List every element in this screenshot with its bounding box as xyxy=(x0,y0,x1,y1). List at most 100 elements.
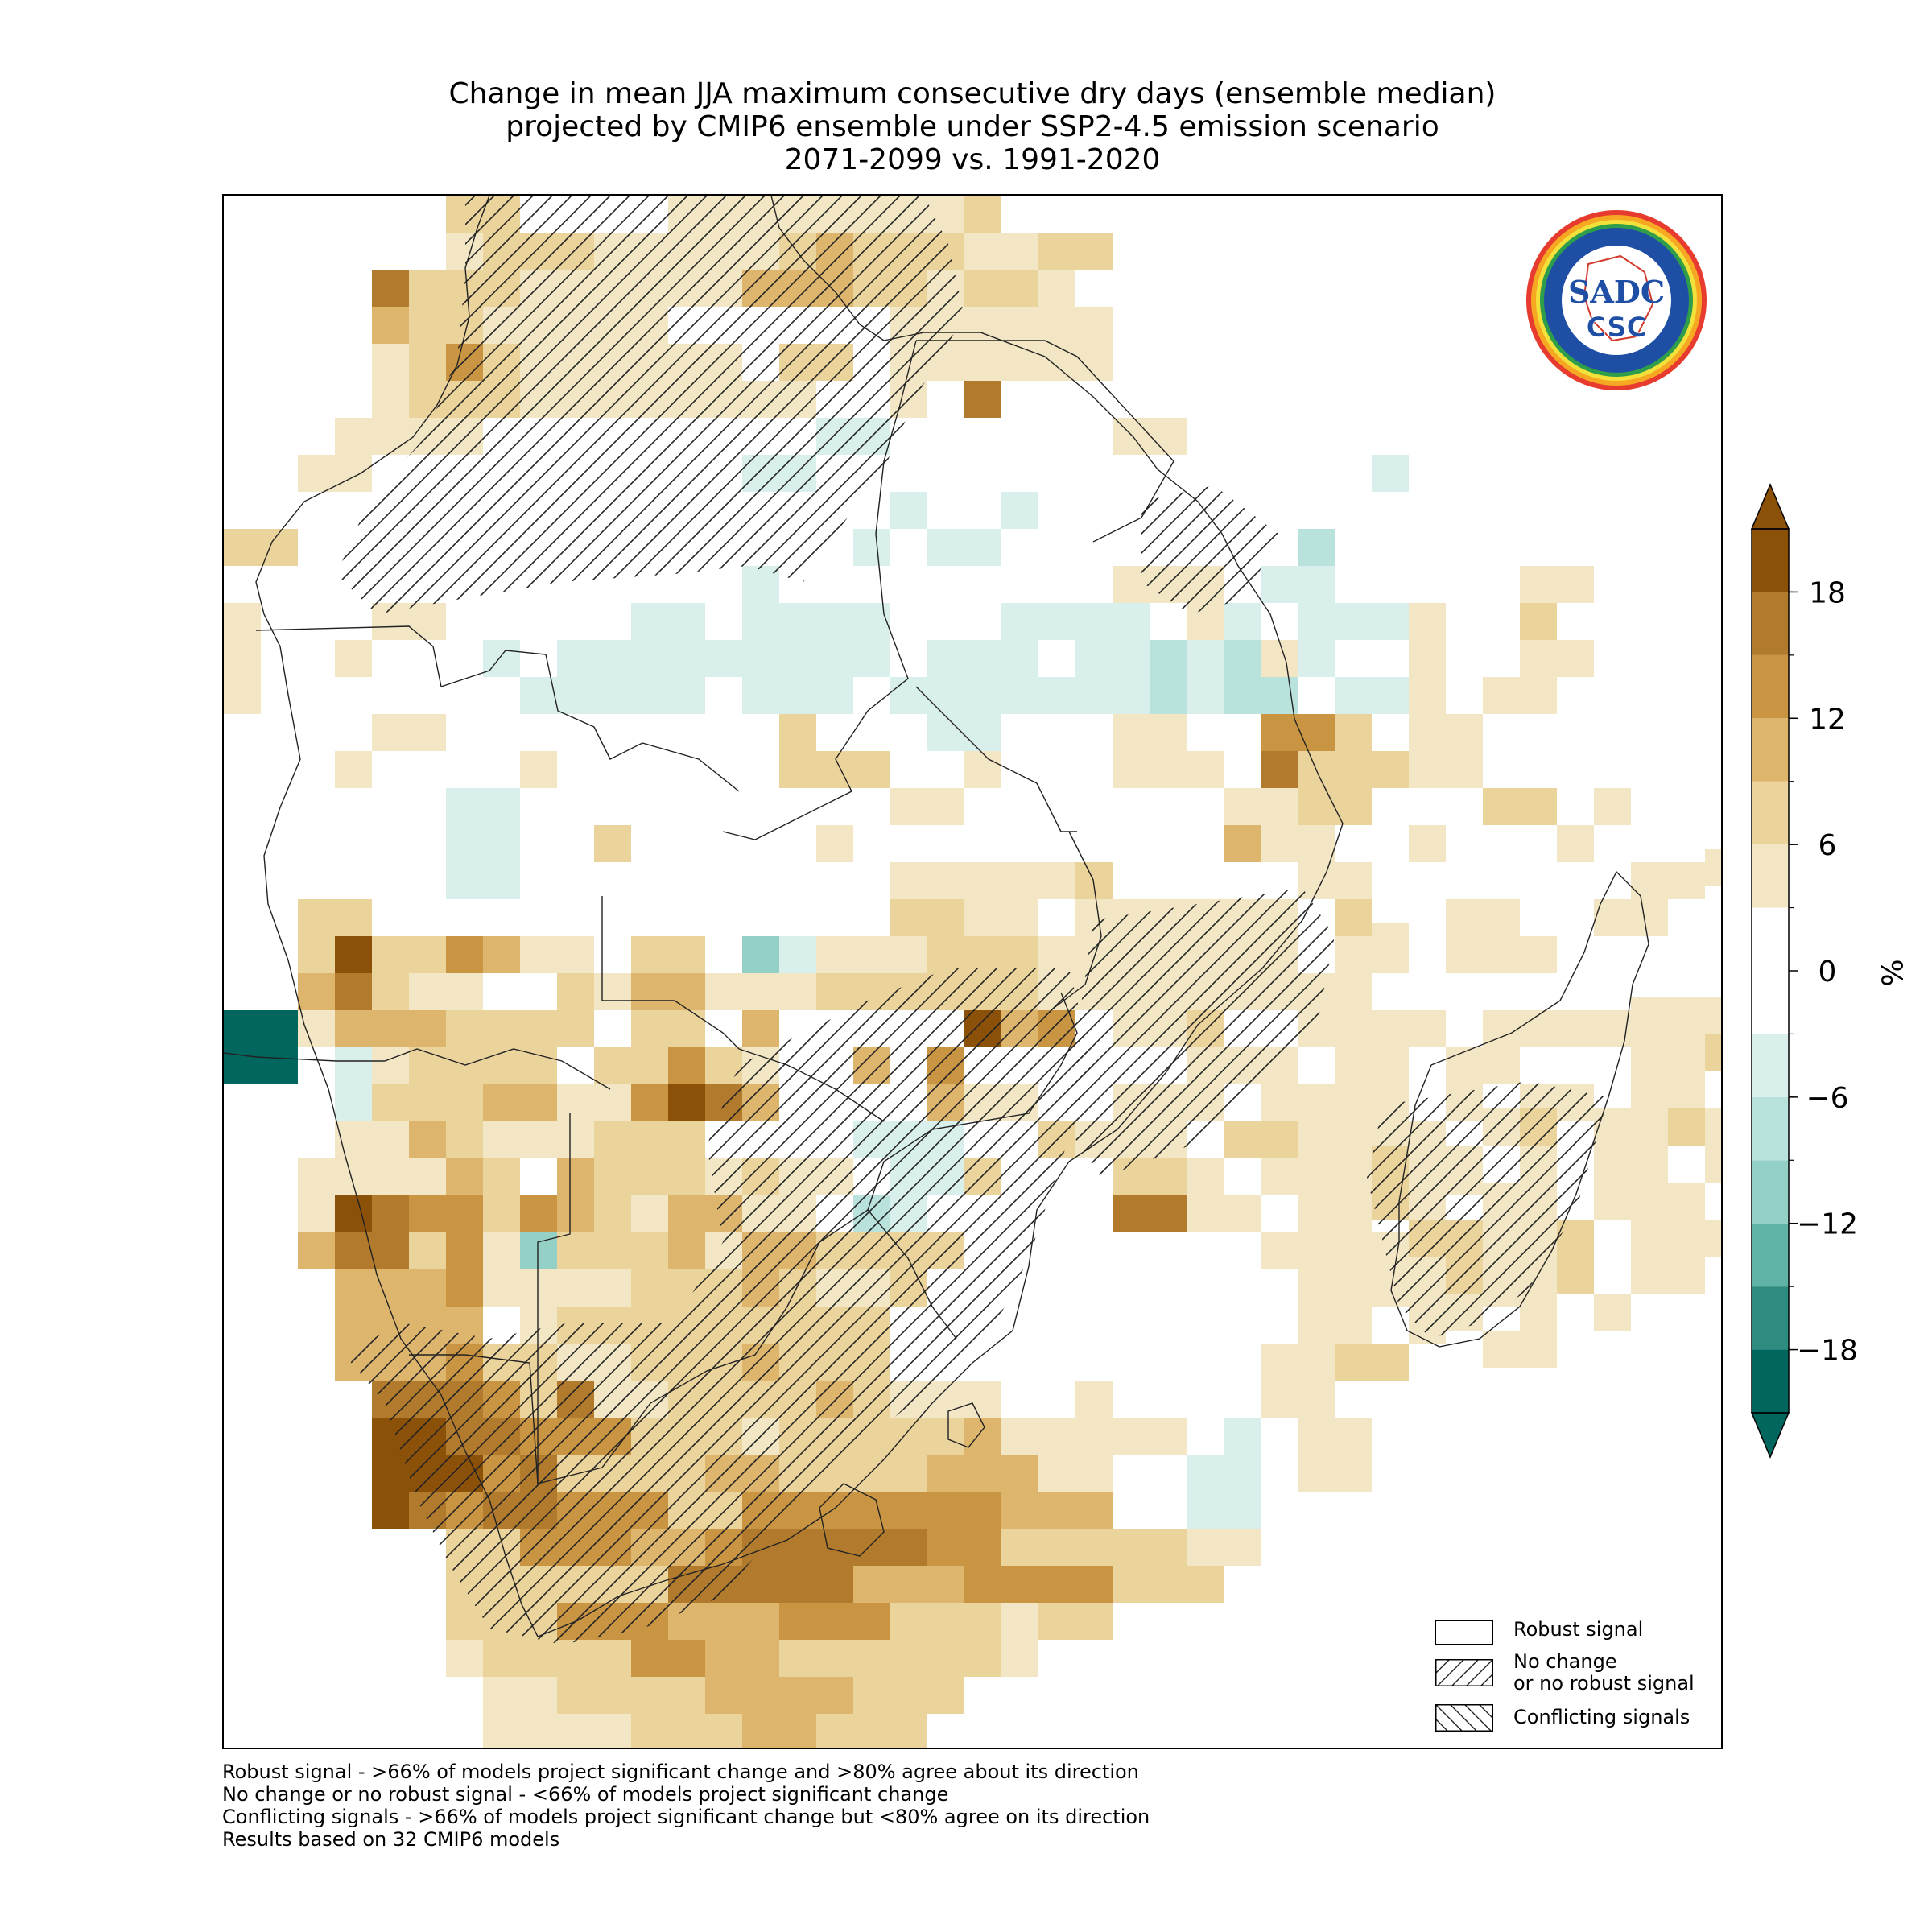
grid-cell xyxy=(668,936,705,973)
grid-cell xyxy=(594,1269,631,1307)
grid-cell xyxy=(1483,1331,1520,1368)
grid-cell xyxy=(668,1010,705,1047)
grid-cell xyxy=(1335,677,1372,714)
grid-cell xyxy=(1113,1195,1150,1232)
grid-cell xyxy=(1001,899,1038,936)
grid-cell xyxy=(1001,1492,1038,1529)
legend-label-robust: Robust signal xyxy=(1513,1618,1644,1641)
grid-cell xyxy=(1409,603,1446,640)
grid-cell xyxy=(1001,233,1038,270)
grid-cell xyxy=(742,1714,779,1748)
grid-cell xyxy=(964,899,1001,936)
sadc-csc-logo: SADC CSC xyxy=(1526,210,1707,390)
grid-cell xyxy=(335,1195,372,1232)
grid-cell xyxy=(557,1269,594,1307)
grid-cell xyxy=(1187,677,1224,714)
grid-cell xyxy=(594,825,631,862)
grid-cell xyxy=(927,1566,964,1603)
grid-cell xyxy=(1631,997,1668,1034)
grid-cell xyxy=(1705,1146,1721,1183)
grid-cell xyxy=(298,1158,335,1195)
grid-cell xyxy=(520,1084,557,1121)
grid-cell xyxy=(335,1307,372,1344)
grid-cell xyxy=(1483,936,1520,973)
grid-cell xyxy=(1038,1455,1075,1492)
grid-cell xyxy=(1298,1121,1335,1158)
grid-cell xyxy=(1224,1418,1261,1455)
grid-cell xyxy=(779,1677,816,1714)
grid-cell xyxy=(1335,1047,1372,1084)
grid-cell xyxy=(1705,1034,1721,1071)
grid-cell xyxy=(1335,1146,1372,1183)
grid-cell xyxy=(1113,1566,1150,1603)
grid-cell xyxy=(890,788,927,825)
grid-cell xyxy=(298,1232,335,1269)
grid-cell xyxy=(1038,677,1075,714)
grid-cell xyxy=(1631,899,1668,936)
grid-cell xyxy=(1668,862,1705,899)
grid-cell xyxy=(779,973,816,1010)
grid-cell xyxy=(1261,1084,1298,1121)
grid-cell xyxy=(1001,603,1038,640)
border-tanzania-south xyxy=(915,686,1077,832)
no-robust-signal-hatch xyxy=(1141,485,1278,614)
grid-cell xyxy=(594,1158,631,1195)
grid-cell xyxy=(927,1492,964,1529)
grid-cell xyxy=(742,1640,779,1677)
grid-cell xyxy=(520,751,557,788)
colorbar-segment xyxy=(1752,529,1789,592)
colorbar-tick-label: −18 xyxy=(1797,1335,1858,1368)
map-title: Change in mean JJA maximum consecutive d… xyxy=(222,77,1723,176)
grid-cell xyxy=(335,936,372,973)
grid-cell xyxy=(1483,677,1520,714)
grid-cell xyxy=(1372,1010,1409,1047)
grid-cell xyxy=(1557,566,1594,603)
grid-cell xyxy=(631,677,668,714)
grid-cell xyxy=(631,936,668,973)
grid-cell xyxy=(927,677,964,714)
grid-cell xyxy=(1631,862,1668,899)
grid-cell xyxy=(1335,1307,1372,1344)
grid-cell xyxy=(483,1158,520,1195)
grid-cell xyxy=(1075,862,1113,899)
grid-cell xyxy=(1520,566,1557,603)
grid-cell xyxy=(1001,1455,1038,1492)
grid-cell xyxy=(816,936,853,973)
border-drc-east xyxy=(722,340,917,840)
grid-cell xyxy=(594,1714,631,1748)
grid-cell xyxy=(631,1047,668,1084)
map-panel xyxy=(222,194,1723,1749)
grid-cell xyxy=(1668,1220,1705,1257)
border-lesotho xyxy=(819,1483,885,1557)
footnote-no-change: No change or no robust signal - <66% of … xyxy=(222,1783,949,1806)
grid-cell xyxy=(335,1158,372,1195)
grid-cell xyxy=(557,677,594,714)
grid-cell xyxy=(1298,529,1335,566)
grid-cell xyxy=(335,455,372,492)
grid-cell xyxy=(1150,1418,1187,1455)
grid-cell xyxy=(1335,1418,1372,1455)
colorbar-tick-label: 0 xyxy=(1818,956,1837,989)
grid-cell xyxy=(409,270,446,307)
grid-cell xyxy=(816,603,853,640)
grid-cell xyxy=(1483,1047,1520,1084)
grid-cell xyxy=(853,1603,890,1640)
no-robust-signal-hatch xyxy=(336,196,964,614)
grid-cell xyxy=(816,1714,853,1748)
grid-cell xyxy=(742,1677,779,1714)
grid-cell xyxy=(779,751,816,788)
grid-cell xyxy=(1038,1492,1075,1529)
grid-cell xyxy=(1038,603,1075,640)
colorbar-segment xyxy=(1752,1160,1789,1224)
grid-cell xyxy=(1446,899,1483,936)
grid-cell xyxy=(372,1232,409,1269)
colorbar-segment xyxy=(1752,592,1789,655)
grid-cell xyxy=(1001,270,1038,307)
grid-cell xyxy=(224,603,261,640)
grid-cell xyxy=(1557,640,1594,677)
colorbar-segment xyxy=(1752,1223,1789,1287)
grid-cell xyxy=(705,1677,742,1714)
grid-cell xyxy=(1335,603,1372,640)
grid-cell xyxy=(372,418,409,455)
grid-cell xyxy=(853,1677,890,1714)
